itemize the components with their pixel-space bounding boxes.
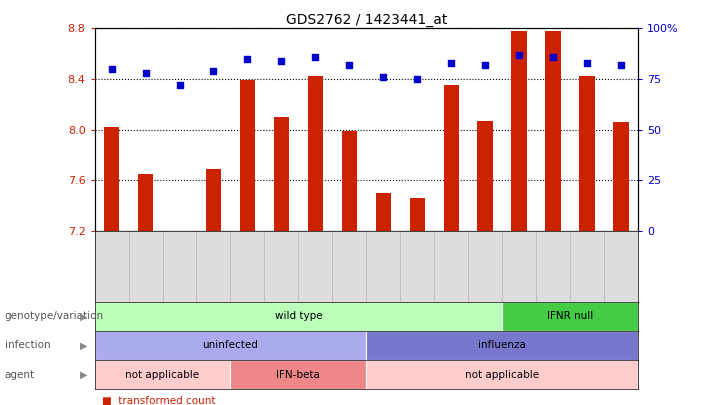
Bar	[95, 360, 231, 389]
Text: infection: infection	[5, 341, 50, 350]
Text: IFN-beta: IFN-beta	[276, 370, 320, 379]
Point	[310, 53, 321, 60]
Bar	[409, 198, 425, 231]
Point	[275, 58, 287, 64]
Point	[513, 51, 524, 58]
Point	[581, 60, 592, 66]
Bar	[206, 169, 221, 231]
Bar	[231, 360, 367, 389]
Text: influenza: influenza	[478, 341, 526, 350]
Bar	[95, 302, 502, 331]
Bar	[545, 31, 561, 231]
Bar	[367, 331, 638, 360]
Bar	[444, 85, 458, 231]
Point	[140, 70, 151, 76]
Bar	[308, 77, 323, 231]
Text: IFNR null: IFNR null	[547, 311, 593, 321]
Bar	[138, 174, 154, 231]
Text: uninfected: uninfected	[203, 341, 259, 350]
Text: not applicable: not applicable	[465, 370, 539, 379]
Text: ▶: ▶	[79, 370, 87, 379]
Text: not applicable: not applicable	[125, 370, 200, 379]
Text: wild type: wild type	[275, 311, 322, 321]
Point	[547, 53, 559, 60]
Bar	[240, 80, 255, 231]
Point	[411, 76, 423, 82]
Point	[378, 74, 389, 80]
Bar	[579, 77, 594, 231]
Bar	[341, 131, 357, 231]
Bar	[104, 127, 119, 231]
Point	[242, 55, 253, 62]
Point	[106, 66, 117, 72]
Point	[615, 62, 627, 68]
Bar	[95, 331, 366, 360]
Bar	[613, 122, 629, 231]
Point	[174, 82, 185, 88]
Point	[208, 68, 219, 74]
Bar	[274, 117, 289, 231]
Text: ▶: ▶	[79, 311, 87, 321]
Point	[479, 62, 491, 68]
Title: GDS2762 / 1423441_at: GDS2762 / 1423441_at	[285, 13, 447, 27]
Text: ■  transformed count: ■ transformed count	[102, 396, 215, 405]
Bar	[512, 31, 526, 231]
Bar	[477, 121, 493, 231]
Point	[446, 60, 457, 66]
Text: ▶: ▶	[79, 341, 87, 350]
Text: genotype/variation: genotype/variation	[5, 311, 104, 321]
Bar	[376, 193, 391, 231]
Text: agent: agent	[5, 370, 35, 379]
Bar	[367, 360, 638, 389]
Bar	[502, 302, 638, 331]
Point	[343, 62, 355, 68]
